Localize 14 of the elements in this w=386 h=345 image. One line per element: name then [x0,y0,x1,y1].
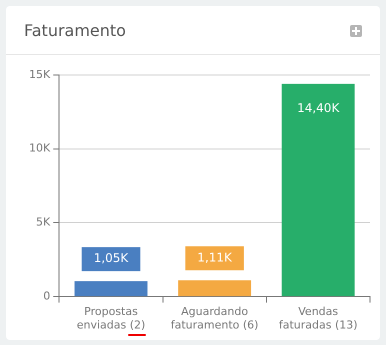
y-tick-label: 0 [43,289,50,302]
x-tick-label: Aguardando faturamento (6) [170,305,258,332]
bar [178,280,252,296]
y-tick-label: 5K [36,216,51,229]
bar [74,281,148,296]
y-tick-label: 10K [28,142,51,155]
data-label: 14,40K [297,100,340,115]
chart-title: Faturamento [24,21,126,40]
bar [282,84,355,296]
y-tick-label: 15K [28,68,51,81]
data-label: 1,05K [94,251,130,266]
x-tick-label: Vendas faturadas (13) [278,305,358,332]
x-tick-label: Propostas enviadas (2) [76,305,146,332]
data-label: 1,11K [197,250,234,264]
